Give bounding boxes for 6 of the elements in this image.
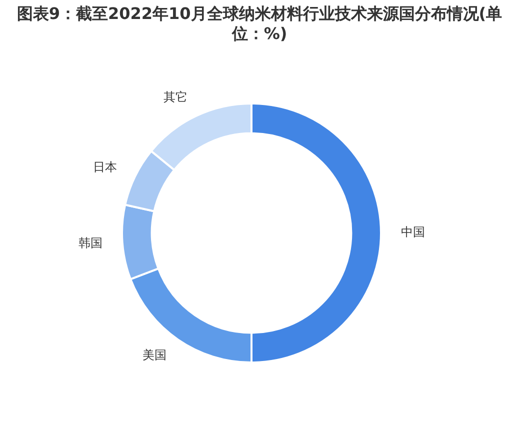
slice-label: 韩国: [78, 236, 102, 250]
slice-label: 中国: [401, 225, 425, 240]
slice-label: 日本: [93, 160, 118, 174]
slice-label: 美国: [142, 348, 167, 362]
chart-title: 图表9：截至2022年10月全球纳米材料行业技术来源国分布情况(单位：%): [16, 4, 504, 44]
slice-label: 其它: [163, 90, 188, 104]
